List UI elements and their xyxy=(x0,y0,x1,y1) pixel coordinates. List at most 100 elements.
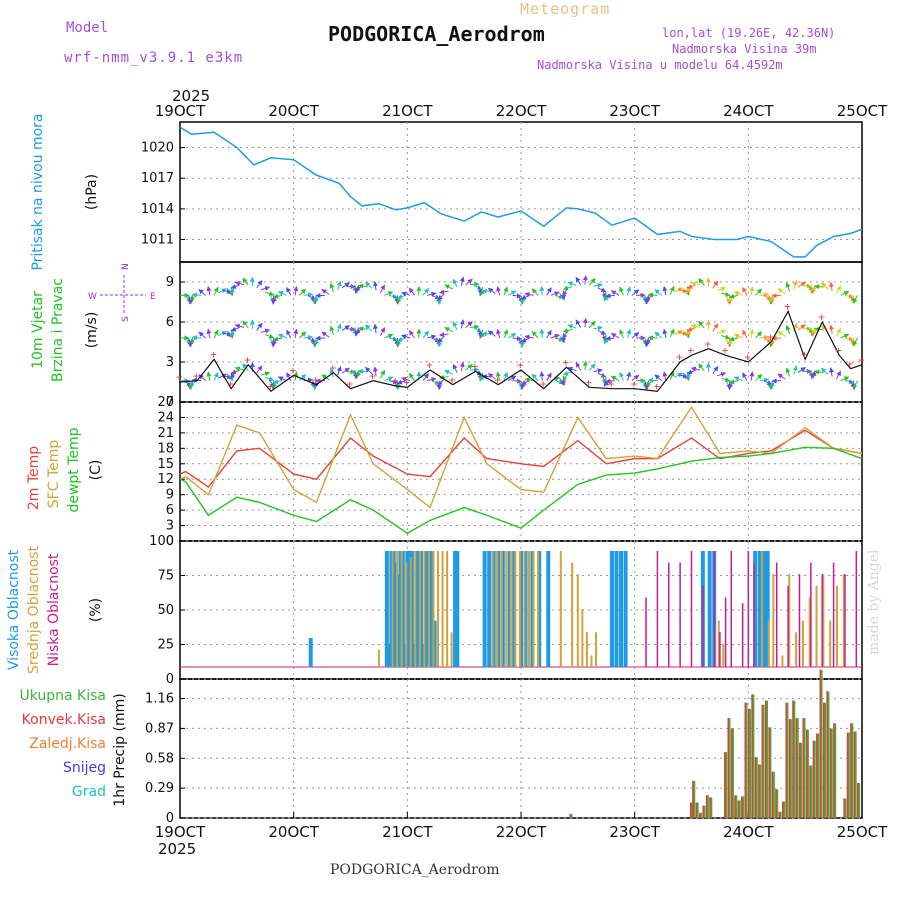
high-cloud-title: Visoka Oblacnost xyxy=(6,549,22,670)
cloud-bar xyxy=(822,574,825,667)
wind-arrow xyxy=(669,285,675,295)
wind-arrow xyxy=(401,291,411,297)
precip-bar-conv xyxy=(816,733,818,818)
temp2m-title: 2m Temp xyxy=(26,446,42,510)
cloud-bar xyxy=(507,551,512,667)
y-tick-label: 6 xyxy=(166,503,174,518)
cloud-bar xyxy=(403,643,408,667)
cloud-bar xyxy=(496,551,499,667)
wind-arrow xyxy=(213,329,219,339)
x-tick-bottom: 23OCT xyxy=(609,823,660,841)
cloud-bar xyxy=(405,562,408,667)
wind-arrow xyxy=(619,329,624,339)
cloud-bar xyxy=(724,597,727,667)
wind-arrow xyxy=(439,332,449,338)
cloud-bar xyxy=(446,551,449,667)
x-tick-top: 19OCT xyxy=(155,102,206,120)
wind-arrow xyxy=(690,323,701,329)
precip-bar-conv xyxy=(771,771,774,818)
cloud-bar xyxy=(425,551,430,667)
wind-arrow xyxy=(473,327,483,333)
wind-arrow xyxy=(365,324,373,332)
y-tick-label: 0 xyxy=(166,672,174,687)
cloud-bar xyxy=(384,551,389,667)
precip-bar-conv xyxy=(724,752,726,818)
wind-arrow xyxy=(539,371,545,381)
wind-arrow xyxy=(191,335,202,341)
wind-arrow xyxy=(388,336,399,342)
y-tick-label: 0.29 xyxy=(145,781,174,796)
precip-bar-conv xyxy=(705,795,708,818)
precip-bar-conv xyxy=(826,691,828,818)
wind-arrow xyxy=(507,375,517,382)
cloud-bar xyxy=(741,603,744,667)
precip-bar-conv xyxy=(785,702,787,818)
wind-arrow xyxy=(840,333,850,339)
wind-arrow xyxy=(610,332,620,339)
wind-arrow xyxy=(687,369,696,375)
cloud-bar xyxy=(537,551,542,667)
wind-arrow xyxy=(401,334,411,339)
wind-arrow xyxy=(669,371,675,381)
cloud-bar xyxy=(730,551,733,667)
wind-arrow xyxy=(427,291,437,297)
wind-ylabel: (m/s) xyxy=(84,312,100,349)
precip-bar-conv xyxy=(809,765,811,818)
gust-marker: + xyxy=(705,337,712,350)
wind-arrow xyxy=(469,281,480,287)
gust-marker: + xyxy=(392,375,399,388)
wind-arrow xyxy=(597,372,607,378)
precip-bar-conv xyxy=(737,800,740,818)
wind-arrow xyxy=(384,291,394,296)
wind-arrow xyxy=(198,331,206,339)
wind-arrow xyxy=(539,285,545,296)
wind-title-1: 10m Vjetar xyxy=(30,291,46,369)
cloud-bar xyxy=(835,585,838,667)
wind-arrow xyxy=(531,330,539,339)
wind-arrow xyxy=(487,330,496,337)
wind-arrow xyxy=(626,371,632,381)
wind-arrow xyxy=(690,366,701,372)
precip-bar-conv xyxy=(782,801,784,818)
wind-arrow xyxy=(459,276,465,286)
cloud-bar xyxy=(427,551,430,667)
wind-arrow xyxy=(852,295,859,304)
wind-arrow xyxy=(265,291,275,296)
wind-arrow xyxy=(256,322,263,331)
wind-arrow xyxy=(597,287,607,293)
y-tick-label: 25 xyxy=(157,638,174,653)
cloud-bar xyxy=(717,620,720,667)
cloud-bar xyxy=(832,562,835,667)
wind-arrow xyxy=(213,372,219,381)
temp-ylabel: (C) xyxy=(88,460,104,481)
wind-arrow xyxy=(840,291,850,296)
wind-arrow xyxy=(588,320,596,329)
cloud-bar xyxy=(441,551,444,667)
gust-marker: + xyxy=(744,351,751,364)
cloud-bar xyxy=(514,551,517,667)
wind-arrow xyxy=(821,367,829,375)
wind-arrow xyxy=(507,290,517,296)
cloud-bar xyxy=(546,551,551,667)
gust-marker: + xyxy=(653,380,660,393)
year-top: 2025 xyxy=(172,87,210,105)
cloud-bar xyxy=(500,551,505,667)
wind-arrow xyxy=(206,286,212,296)
wind-arrow xyxy=(852,380,859,389)
wind-arrow xyxy=(563,328,573,334)
wind-arrow xyxy=(234,323,245,329)
y-tick-label: 0 xyxy=(166,534,174,549)
gust-marker: + xyxy=(494,373,501,386)
wind-arrow xyxy=(755,331,763,339)
y-tick-label: 9 xyxy=(166,488,174,503)
wind-arrow xyxy=(610,290,620,296)
wind-arrow xyxy=(582,275,588,285)
cloud-bar xyxy=(407,551,412,667)
wind-arrow xyxy=(401,376,411,382)
wind-arrow xyxy=(524,334,534,340)
wind-arrow xyxy=(307,337,317,343)
precip-bar-conv xyxy=(812,740,815,818)
precip-bar-conv xyxy=(690,802,692,818)
wind-arrow xyxy=(797,366,806,373)
cloud-bar xyxy=(512,551,517,667)
